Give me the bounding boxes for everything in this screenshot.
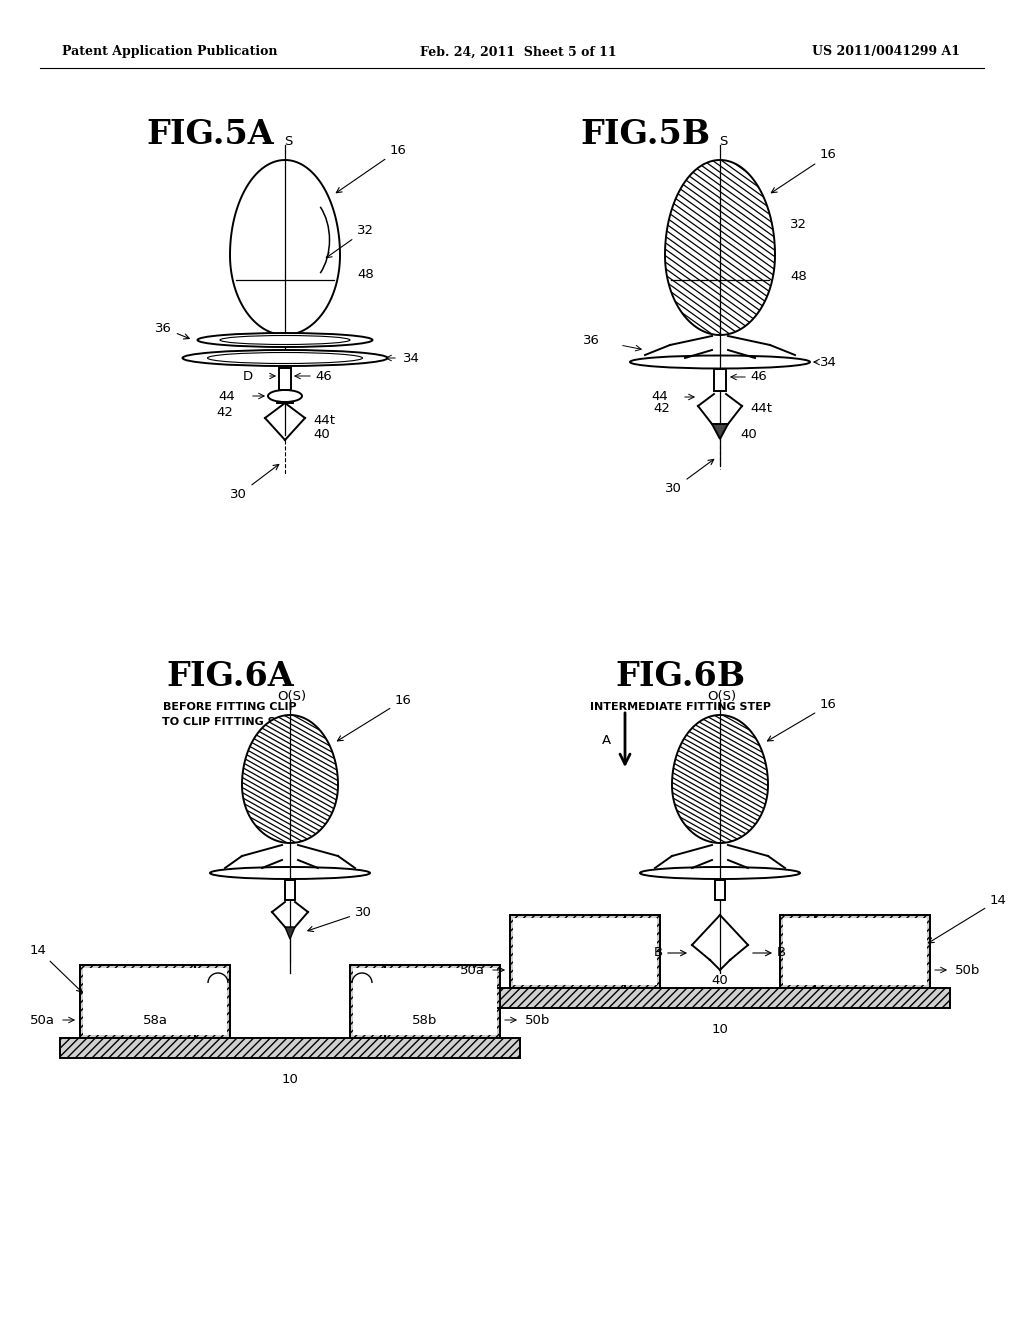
Text: FIG.6B: FIG.6B bbox=[615, 660, 745, 693]
Text: 14: 14 bbox=[929, 894, 1007, 942]
Text: 40: 40 bbox=[740, 428, 757, 441]
Text: 14: 14 bbox=[30, 944, 82, 993]
Text: 46: 46 bbox=[315, 370, 332, 383]
Text: 30: 30 bbox=[230, 465, 279, 502]
Text: 44t: 44t bbox=[313, 414, 335, 428]
Polygon shape bbox=[714, 370, 726, 391]
Text: 50a: 50a bbox=[460, 964, 485, 977]
Polygon shape bbox=[83, 968, 227, 1035]
Text: A: A bbox=[602, 734, 611, 747]
Text: 10: 10 bbox=[282, 1073, 298, 1086]
Text: US 2011/0041299 A1: US 2011/0041299 A1 bbox=[812, 45, 961, 58]
Polygon shape bbox=[780, 915, 930, 987]
Text: 36: 36 bbox=[583, 334, 600, 346]
Polygon shape bbox=[350, 965, 500, 1038]
Polygon shape bbox=[712, 424, 728, 440]
Text: 36: 36 bbox=[155, 322, 189, 339]
Polygon shape bbox=[513, 917, 657, 985]
Text: 30: 30 bbox=[665, 459, 714, 495]
Polygon shape bbox=[80, 965, 230, 1038]
Text: 44: 44 bbox=[218, 389, 234, 403]
Text: 50a: 50a bbox=[30, 1014, 55, 1027]
Text: B: B bbox=[777, 946, 786, 960]
Text: TO CLIP FITTING SEAT: TO CLIP FITTING SEAT bbox=[162, 717, 298, 727]
Text: 32: 32 bbox=[327, 223, 374, 257]
Text: 34: 34 bbox=[403, 351, 420, 364]
Ellipse shape bbox=[268, 389, 302, 403]
Text: 10: 10 bbox=[712, 1023, 728, 1036]
Text: 48: 48 bbox=[357, 268, 374, 281]
Text: 44t: 44t bbox=[750, 403, 772, 416]
Text: 34: 34 bbox=[820, 355, 837, 368]
Text: 58b: 58b bbox=[413, 1014, 437, 1027]
Text: 48: 48 bbox=[790, 271, 807, 284]
Ellipse shape bbox=[630, 355, 810, 368]
Text: 58a: 58a bbox=[142, 1014, 168, 1027]
Text: 44: 44 bbox=[651, 391, 668, 404]
Polygon shape bbox=[279, 368, 291, 389]
Polygon shape bbox=[665, 160, 775, 335]
Polygon shape bbox=[715, 880, 725, 900]
Text: O(S): O(S) bbox=[708, 690, 736, 704]
Text: Feb. 24, 2011  Sheet 5 of 11: Feb. 24, 2011 Sheet 5 of 11 bbox=[420, 45, 616, 58]
Text: FIG.5A: FIG.5A bbox=[146, 117, 273, 150]
Ellipse shape bbox=[182, 350, 387, 366]
Text: 40: 40 bbox=[313, 429, 330, 441]
Text: 16: 16 bbox=[336, 144, 407, 193]
Text: 46: 46 bbox=[750, 371, 767, 384]
Polygon shape bbox=[783, 917, 927, 985]
Text: 50b: 50b bbox=[955, 964, 980, 977]
Text: 32: 32 bbox=[790, 219, 807, 231]
Polygon shape bbox=[353, 968, 497, 1035]
Ellipse shape bbox=[208, 352, 362, 363]
Text: INTERMEDIATE FITTING STEP: INTERMEDIATE FITTING STEP bbox=[590, 702, 770, 711]
Polygon shape bbox=[60, 1038, 520, 1059]
Text: FIG.6A: FIG.6A bbox=[166, 660, 294, 693]
Polygon shape bbox=[510, 915, 660, 987]
Polygon shape bbox=[195, 965, 230, 1038]
Text: O(S): O(S) bbox=[278, 690, 306, 704]
Polygon shape bbox=[285, 880, 295, 900]
Text: 42: 42 bbox=[216, 407, 233, 420]
Text: S: S bbox=[719, 135, 727, 148]
Text: S: S bbox=[284, 135, 292, 148]
Polygon shape bbox=[490, 987, 950, 1008]
Text: 16: 16 bbox=[767, 698, 837, 741]
Polygon shape bbox=[285, 927, 295, 939]
Ellipse shape bbox=[198, 333, 373, 347]
Text: 30: 30 bbox=[308, 906, 372, 932]
Text: Patent Application Publication: Patent Application Publication bbox=[62, 45, 278, 58]
Text: 40: 40 bbox=[712, 974, 728, 986]
Polygon shape bbox=[230, 160, 340, 335]
Text: 50b: 50b bbox=[525, 1014, 550, 1027]
Text: FIG.5B: FIG.5B bbox=[580, 117, 710, 150]
Ellipse shape bbox=[640, 867, 800, 879]
Polygon shape bbox=[242, 715, 338, 843]
Text: B: B bbox=[654, 946, 663, 960]
Polygon shape bbox=[350, 965, 385, 1038]
Polygon shape bbox=[625, 915, 660, 987]
Polygon shape bbox=[780, 915, 815, 987]
Polygon shape bbox=[672, 715, 768, 843]
Ellipse shape bbox=[220, 335, 350, 345]
Text: 16: 16 bbox=[338, 693, 412, 741]
Text: BEFORE FITTING CLIP: BEFORE FITTING CLIP bbox=[163, 702, 297, 711]
Text: D: D bbox=[243, 370, 253, 383]
Text: 16: 16 bbox=[771, 149, 837, 193]
Ellipse shape bbox=[210, 867, 370, 879]
Text: 42: 42 bbox=[653, 403, 670, 416]
